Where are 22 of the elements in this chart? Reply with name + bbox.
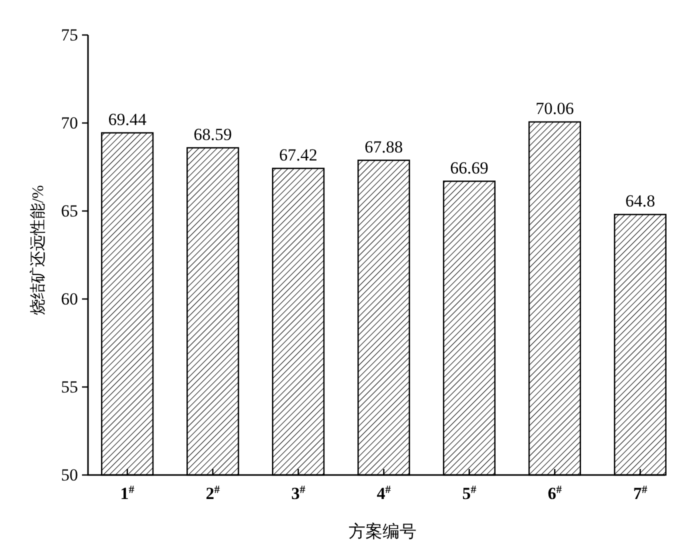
y-tick-label: 75 [61,26,78,44]
y-tick-label: 60 [61,290,78,308]
x-tick-label: 4$^{#}$ [376,484,392,503]
x-tick-label: 6$^{#}$ [548,484,562,503]
data-label: 64.8 [625,192,656,211]
x-tick-label: 7$^{#}$ [633,484,648,503]
data-label: 66.69 [450,158,488,178]
x-tick-label: 3$^{#}$ [291,484,306,503]
x-axis-title: 方案编号 [348,522,416,541]
data-label: 70.06 [536,98,574,118]
data-label: 68.59 [194,124,232,144]
y-tick-label: 55 [61,378,78,396]
y-tick-label: 65 [61,202,78,220]
x-tick-label: 5$^{#}$ [462,484,477,503]
data-label: 67.42 [279,145,318,164]
data-label: 67.88 [364,137,403,156]
data-label: 69.44 [108,110,147,129]
y-axis-title: 烧结矿还远性能/% [28,185,46,315]
x-tick-label: 1$^{#}$ [120,484,135,503]
y-tick-label: 50 [61,466,78,484]
y-tick-label: 70 [61,114,78,132]
x-tick-label: 2$^{#}$ [206,484,220,503]
